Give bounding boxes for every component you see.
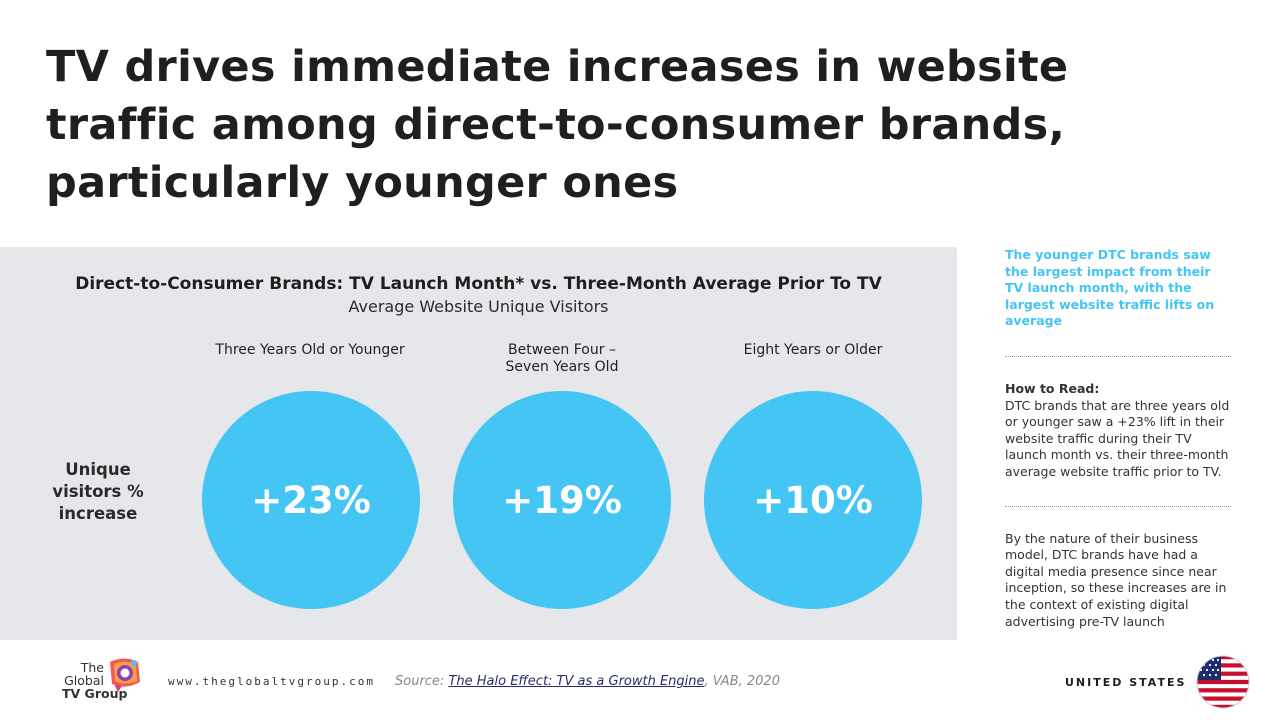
page-title: TV drives immediate increases in website… — [46, 42, 1069, 208]
source-link[interactable]: The Halo Effect: TV as a Growth Engine — [448, 674, 705, 689]
chart-panel: Direct-to-Consumer Brands: TV Launch Mon… — [0, 247, 957, 640]
value-young: +23% — [251, 478, 371, 522]
how-to-read: How to Read: DTC brands that are three y… — [1005, 381, 1231, 481]
value-circle-mid: +19% — [453, 391, 671, 609]
sidebar-divider — [1005, 355, 1231, 357]
sidebar: The younger DTC brands saw the largest i… — [1005, 247, 1231, 630]
country-label: UNITED STATES — [1065, 676, 1187, 689]
chart-subtitle: Average Website Unique Visitors — [348, 297, 609, 316]
sidebar-note: By the nature of their business model, D… — [1005, 530, 1227, 629]
column-label-old: Eight Years or Older — [743, 342, 883, 358]
sidebar-highlight: The younger DTC brands saw the largest i… — [1005, 247, 1215, 329]
value-circle-old: +10% — [704, 391, 922, 609]
footer-url[interactable]: www.theglobaltvgroup.com — [168, 675, 375, 688]
logo-text: The Global TV Group — [62, 660, 128, 701]
chart-title: Direct-to-Consumer Brands: TV Launch Mon… — [75, 274, 882, 294]
sidebar-divider — [1005, 505, 1231, 507]
global-tv-group-logo-icon — [110, 658, 140, 692]
value-circle-young: +23% — [202, 391, 420, 609]
value-mid: +19% — [502, 478, 622, 522]
column-label-mid: Between Four – Seven Years Old — [505, 342, 619, 375]
column-label-young: Three Years Old or Younger — [215, 342, 405, 358]
source-citation: Source: The Halo Effect: TV as a Growth … — [395, 674, 780, 689]
row-label: Unique visitors % increase — [52, 460, 144, 523]
how-to-read-title: How to Read: — [1005, 380, 1100, 396]
how-to-read-body: DTC brands that are three years old or y… — [1005, 397, 1230, 479]
value-old: +10% — [753, 478, 873, 522]
us-flag-icon — [1196, 655, 1250, 709]
